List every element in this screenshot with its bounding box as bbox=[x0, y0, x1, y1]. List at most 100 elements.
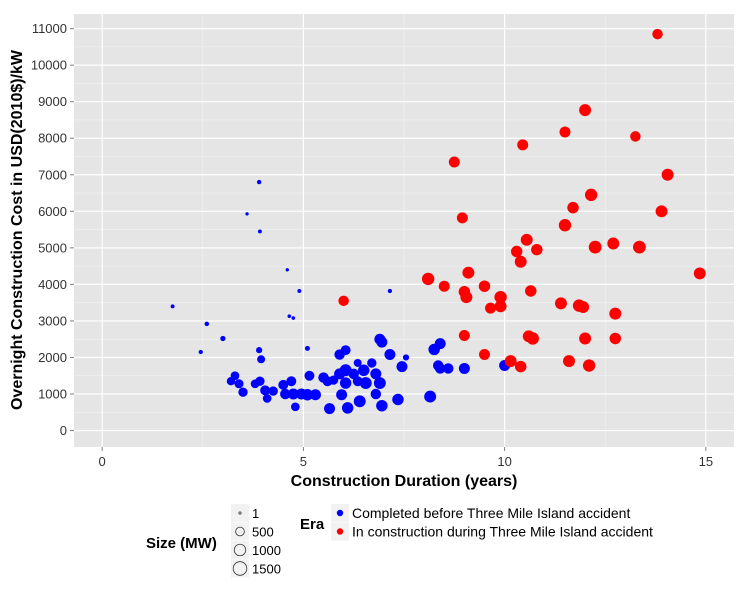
y-tick-label: 9000 bbox=[38, 94, 67, 109]
point-before-tmi bbox=[367, 358, 377, 368]
point-before-tmi bbox=[280, 388, 291, 400]
point-during-tmi bbox=[478, 280, 491, 292]
point-before-tmi bbox=[238, 387, 248, 397]
point-during-tmi bbox=[462, 266, 475, 279]
y-tick-label: 2000 bbox=[38, 350, 67, 365]
point-during-tmi bbox=[559, 126, 571, 138]
point-before-tmi bbox=[324, 403, 336, 415]
size-legend-key-bg bbox=[231, 541, 249, 559]
x-tick-label: 5 bbox=[300, 454, 307, 469]
point-during-tmi bbox=[514, 255, 527, 268]
size-legend-key-bg bbox=[231, 522, 249, 541]
x-axis-label: Construction Duration (years) bbox=[291, 473, 518, 490]
y-tick-label: 0 bbox=[60, 423, 67, 438]
size-legend-circle bbox=[238, 511, 242, 515]
point-during-tmi bbox=[579, 104, 592, 117]
y-axis-label: Overnight Construction Cost in USD(2010$… bbox=[9, 49, 26, 410]
point-before-tmi bbox=[341, 402, 354, 414]
point-before-tmi bbox=[230, 371, 240, 381]
color-legend-title: Era bbox=[300, 516, 325, 533]
point-before-tmi bbox=[336, 389, 348, 401]
point-before-tmi bbox=[387, 288, 393, 294]
point-before-tmi bbox=[255, 376, 265, 386]
point-before-tmi bbox=[424, 390, 437, 403]
y-tick-label: 10000 bbox=[31, 58, 67, 73]
point-during-tmi bbox=[693, 267, 706, 280]
y-tick-label: 7000 bbox=[38, 167, 67, 182]
point-before-tmi bbox=[376, 399, 388, 412]
size-legend-circle bbox=[232, 561, 248, 576]
color-legend-dot bbox=[336, 528, 344, 535]
point-during-tmi bbox=[588, 240, 602, 254]
point-during-tmi bbox=[458, 330, 470, 342]
point-before-tmi bbox=[340, 345, 351, 356]
point-before-tmi bbox=[257, 229, 262, 234]
y-tick-label: 4000 bbox=[38, 277, 67, 292]
point-before-tmi bbox=[434, 338, 446, 350]
point-before-tmi bbox=[353, 358, 362, 367]
point-during-tmi bbox=[531, 243, 543, 256]
point-during-tmi bbox=[478, 349, 490, 361]
point-before-tmi bbox=[301, 389, 314, 401]
y-tick-label: 11000 bbox=[32, 21, 67, 36]
point-during-tmi bbox=[520, 233, 533, 246]
point-before-tmi bbox=[245, 212, 249, 216]
size-legend-label: 1500 bbox=[252, 562, 281, 577]
y-tick-label: 1000 bbox=[38, 387, 67, 402]
point-before-tmi bbox=[256, 347, 263, 354]
point-during-tmi bbox=[661, 168, 674, 181]
point-before-tmi bbox=[370, 388, 382, 400]
point-during-tmi bbox=[652, 28, 663, 40]
point-before-tmi bbox=[339, 377, 352, 389]
point-before-tmi bbox=[278, 379, 289, 390]
point-before-tmi bbox=[268, 386, 278, 396]
point-during-tmi bbox=[494, 290, 507, 304]
point-during-tmi bbox=[485, 302, 497, 314]
size-legend-label: 1 bbox=[252, 506, 259, 521]
point-during-tmi bbox=[609, 307, 622, 320]
point-during-tmi bbox=[514, 360, 527, 373]
y-tick-label: 5000 bbox=[38, 240, 67, 255]
point-before-tmi bbox=[353, 395, 366, 408]
size-legend-title: Size (MW) bbox=[146, 535, 217, 552]
size-legend-key-bg bbox=[231, 559, 249, 578]
point-before-tmi bbox=[384, 349, 396, 361]
y-axis: 0 1000 2000 3000 4000 5000 6000 7000 8000 9000 100… bbox=[31, 21, 74, 438]
color-legend-label: In construction during Three Mile Island… bbox=[352, 524, 653, 540]
y-tick-label: 8000 bbox=[38, 131, 67, 146]
point-before-tmi bbox=[257, 355, 266, 364]
point-during-tmi bbox=[609, 332, 622, 345]
point-during-tmi bbox=[577, 301, 590, 314]
y-tick-label: 3000 bbox=[38, 313, 67, 328]
minor-gridlines bbox=[74, 14, 734, 447]
point-during-tmi bbox=[448, 156, 460, 168]
point-during-tmi bbox=[633, 240, 646, 254]
size-legend-key-bg bbox=[231, 504, 249, 522]
point-before-tmi bbox=[286, 376, 297, 387]
point-before-tmi bbox=[443, 363, 454, 374]
point-before-tmi bbox=[170, 304, 175, 309]
point-during-tmi bbox=[584, 188, 598, 202]
point-before-tmi bbox=[291, 316, 296, 320]
point-before-tmi bbox=[309, 389, 321, 401]
point-during-tmi bbox=[338, 295, 349, 307]
color-legend: Completed before Three Mile Island accid… bbox=[331, 504, 653, 541]
y-tick-label: 6000 bbox=[38, 204, 67, 219]
x-tick-label: 0 bbox=[99, 454, 106, 469]
point-during-tmi bbox=[504, 355, 517, 368]
point-during-tmi bbox=[607, 237, 620, 250]
point-during-tmi bbox=[582, 359, 596, 372]
size-legend-label: 500 bbox=[252, 525, 274, 540]
point-before-tmi bbox=[358, 364, 370, 377]
color-legend-label: Completed before Three Mile Island accid… bbox=[352, 505, 630, 521]
point-before-tmi bbox=[297, 289, 302, 293]
point-during-tmi bbox=[655, 205, 668, 218]
point-before-tmi bbox=[290, 402, 300, 412]
point-before-tmi bbox=[234, 379, 244, 389]
point-before-tmi bbox=[262, 394, 272, 403]
point-during-tmi bbox=[558, 219, 572, 232]
x-tick-label: 15 bbox=[699, 454, 713, 469]
